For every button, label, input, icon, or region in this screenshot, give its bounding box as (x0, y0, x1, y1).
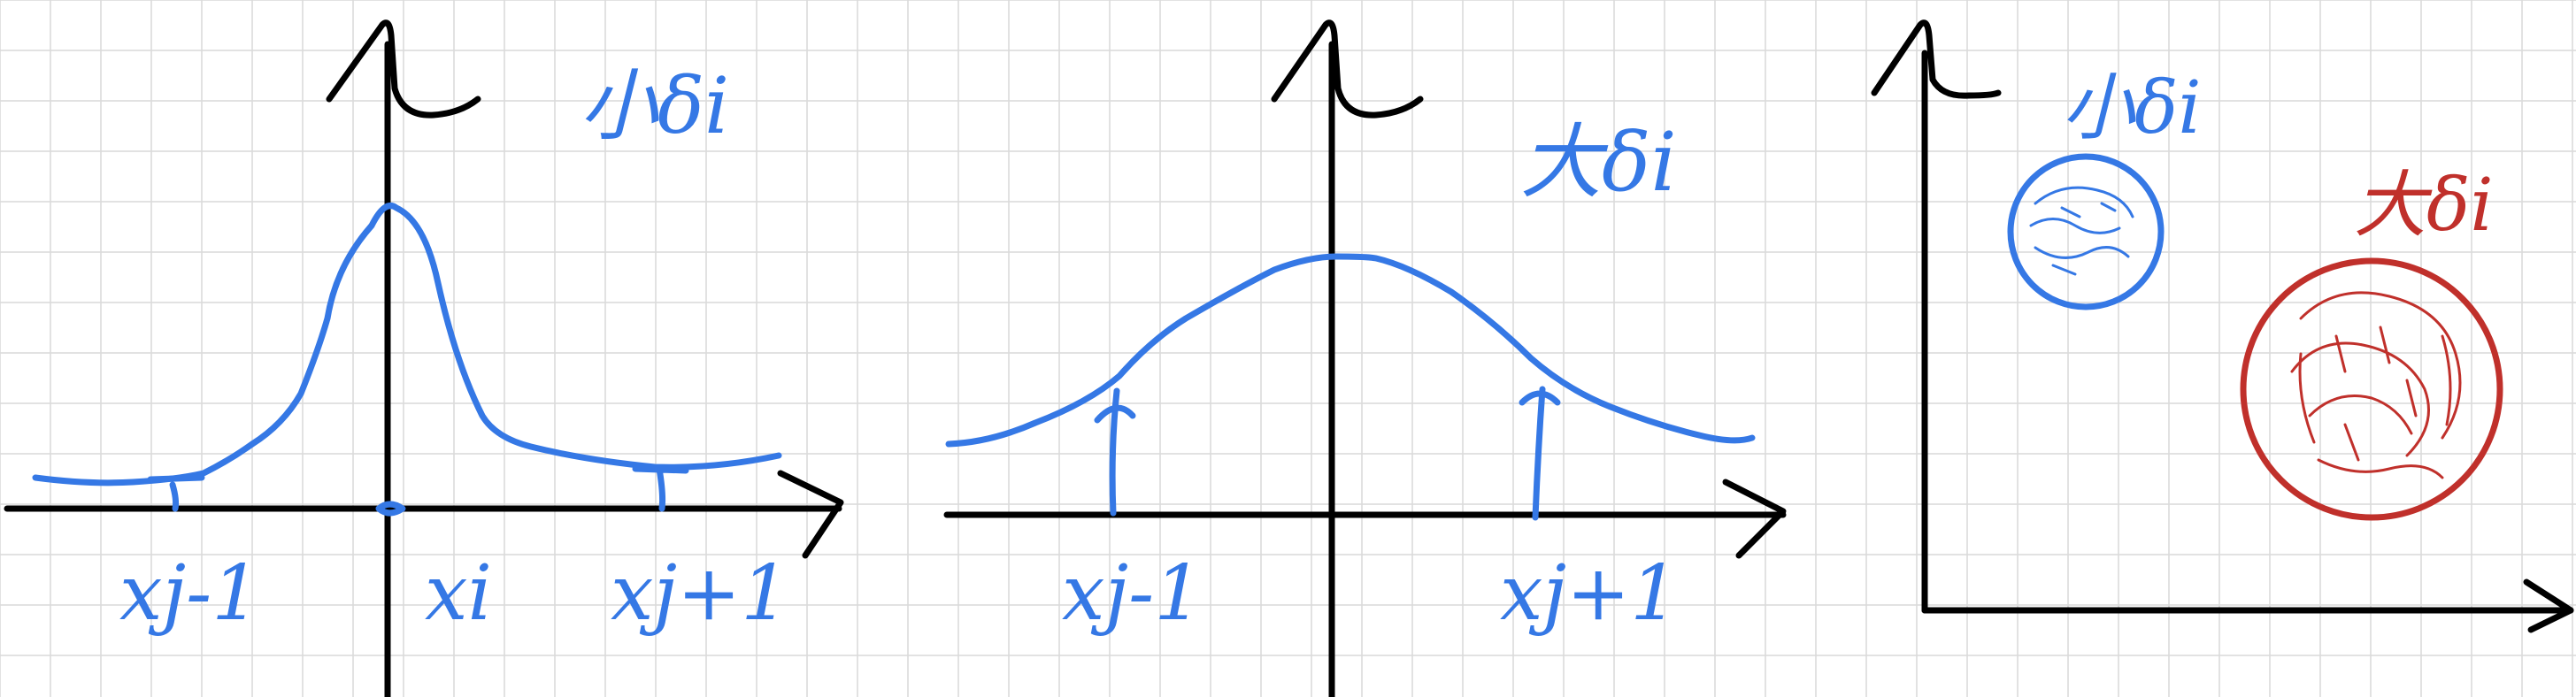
x-axis-arrowhead (2523, 578, 2574, 633)
wide-gaussian-curve (945, 253, 1756, 448)
large-delta-circle (2240, 257, 2503, 521)
large-circle-scribble (2290, 291, 2462, 479)
tick-label-xi: xi (425, 549, 492, 638)
tick-label-xj-1: xj-1 (119, 549, 260, 638)
annotation-large-delta: 大δi (1520, 115, 1677, 210)
point-marker-left (147, 474, 205, 512)
tick-label-xj+1: xj+1 (611, 549, 789, 638)
panel-circles: 小δi 大δi (1871, 19, 2574, 633)
narrow-gaussian-curve (32, 203, 782, 486)
point-marker-center (375, 501, 406, 517)
tick-label-xj+1: xj+1 (1500, 549, 1679, 638)
annotation-small-delta: 小δi (580, 60, 729, 151)
annotation-small-delta: 小δi (2062, 66, 2202, 150)
annotation-large-delta: 大δi (2354, 164, 2494, 248)
point-marker-left (1094, 387, 1136, 517)
small-circle-scribble (2029, 186, 2134, 276)
point-marker-right (1519, 386, 1561, 521)
y-axis-label-h (326, 19, 481, 119)
y-axis-label-h (1871, 19, 2002, 99)
x-axis-arrowhead (777, 470, 844, 559)
y-axis-label-h (1271, 19, 1424, 119)
panel-small-delta: 小δi xj-1 xi xj+1 (4, 19, 844, 697)
panel-large-delta: 大δi xj-1 xj+1 (943, 19, 1787, 697)
point-marker-right (632, 465, 689, 512)
small-delta-circle (2007, 153, 2165, 310)
x-axis-arrowhead (1722, 479, 1787, 559)
tick-label-xj-1: xj-1 (1062, 549, 1203, 638)
